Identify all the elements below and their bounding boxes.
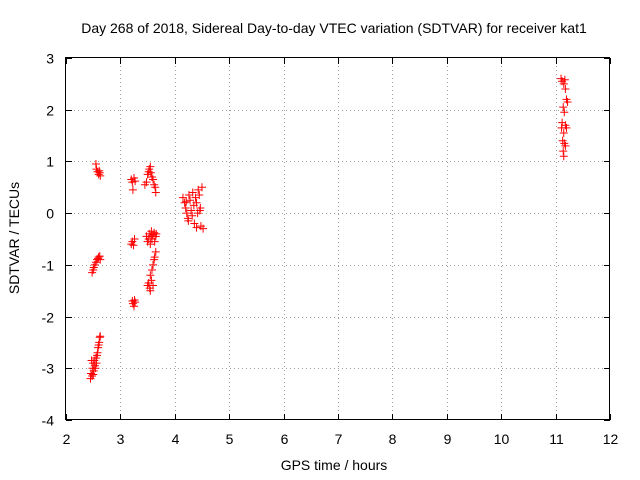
x-tick-label: 10 [494, 431, 510, 447]
data-point [92, 359, 101, 368]
data-point [152, 229, 161, 238]
x-tick-label: 9 [444, 431, 452, 447]
x-tick-label: 11 [549, 431, 564, 447]
data-point [147, 266, 156, 275]
data-point [559, 79, 568, 88]
data-point [149, 175, 158, 184]
data-point [563, 97, 572, 106]
data-point [195, 206, 204, 215]
data-point [88, 372, 97, 381]
data-point [192, 223, 201, 232]
data-point [188, 211, 197, 220]
x-tick-label: 3 [117, 431, 125, 447]
data-point [96, 171, 105, 180]
y-tick-label: 2 [46, 103, 54, 119]
data-point [94, 170, 103, 179]
data-point [560, 108, 569, 117]
data-point [130, 296, 139, 305]
data-point [150, 253, 159, 262]
data-point [146, 271, 155, 280]
data-point [146, 286, 155, 295]
grid-lines [66, 58, 610, 420]
data-point [182, 197, 191, 206]
x-axis-ticks: 2 3 4 5 6 7 8 9 10 11 12 [63, 58, 619, 447]
data-point [146, 240, 155, 249]
data-point [131, 177, 140, 186]
data-point [188, 188, 197, 197]
data-point [181, 203, 190, 212]
x-tick-label: 12 [603, 431, 619, 447]
y-tick-label: -3 [42, 361, 55, 377]
data-point [130, 302, 138, 311]
y-tick-label: 0 [46, 206, 54, 222]
data-point [142, 178, 151, 187]
y-tick-label: 3 [46, 51, 54, 67]
data-point [95, 166, 104, 175]
y-axis-ticks: -4 -3 -2 -1 0 1 2 3 [42, 51, 610, 429]
data-point [198, 183, 206, 192]
data-point [96, 332, 105, 341]
data-point [180, 198, 189, 207]
data-point [182, 209, 191, 218]
y-tick-label: 1 [46, 154, 54, 170]
data-point [96, 255, 105, 264]
y-axis-label: SDTVAR / TECUs [6, 182, 22, 294]
data-point [559, 128, 568, 137]
x-tick-label: 5 [226, 431, 234, 447]
x-tick-label: 4 [172, 431, 180, 447]
y-tick-label: -2 [42, 310, 55, 326]
data-point [557, 123, 566, 132]
data-point [151, 247, 160, 256]
data-point [149, 281, 158, 290]
data-point [184, 216, 193, 225]
data-point [561, 141, 570, 150]
data-point [559, 152, 568, 161]
chart-title: Day 268 of 2018, Sidereal Day-to-day VTE… [81, 20, 587, 36]
data-point [199, 224, 208, 233]
data-point [150, 237, 159, 246]
data-point [151, 188, 160, 197]
data-point [130, 235, 139, 243]
data-point [128, 185, 137, 194]
plot-frame [65, 57, 610, 420]
data-point [560, 75, 569, 84]
x-tick-label: 2 [63, 431, 71, 447]
data-point [91, 364, 100, 373]
data-points [86, 74, 572, 383]
x-tick-label: 6 [281, 431, 289, 447]
data-point [146, 168, 155, 177]
data-point [559, 103, 568, 112]
data-point [89, 370, 98, 379]
y-tick-label: -1 [42, 258, 55, 274]
data-point [192, 198, 201, 207]
data-point [95, 338, 104, 347]
data-point [190, 219, 199, 228]
data-point [559, 147, 568, 156]
data-point [149, 260, 158, 269]
data-point [151, 183, 160, 192]
data-point [178, 193, 187, 202]
data-point [561, 85, 570, 94]
data-point [93, 348, 102, 357]
data-point [87, 356, 96, 365]
data-point [131, 298, 140, 307]
x-tick-label: 8 [389, 431, 397, 447]
data-point [187, 206, 196, 215]
data-point [147, 276, 156, 285]
data-point [129, 241, 138, 250]
data-point [146, 162, 155, 171]
data-point [91, 160, 100, 169]
y-tick-label: -4 [42, 413, 55, 429]
data-point [95, 333, 104, 342]
x-axis-label: GPS time / hours [281, 457, 388, 473]
x-tick-label: 7 [335, 431, 343, 447]
data-point [95, 252, 104, 261]
data-point [195, 191, 204, 200]
data-point [186, 196, 195, 205]
